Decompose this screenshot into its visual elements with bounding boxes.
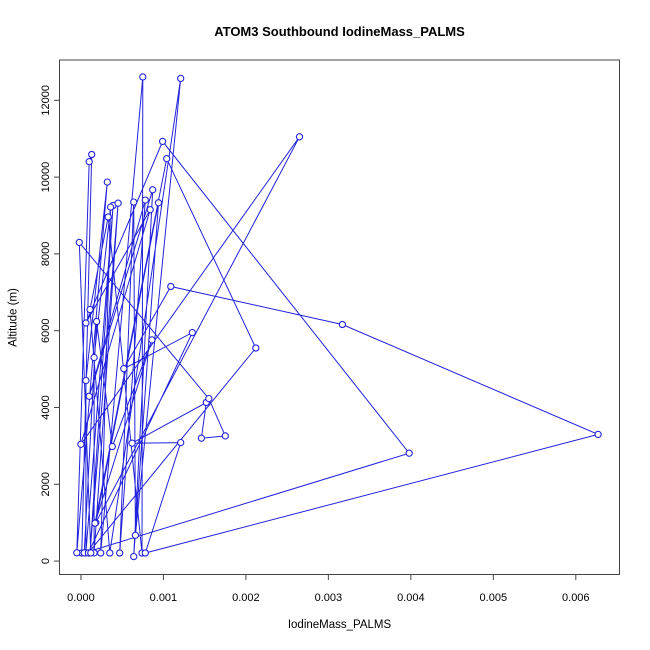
data-point-marker: [108, 442, 116, 451]
x-tick-label: 0.001: [150, 592, 178, 604]
y-axis-label: Altitude (m): [7, 288, 20, 347]
data-point-marker: [85, 392, 93, 400]
data-point-marker: [197, 434, 206, 442]
data-point-marker: [148, 336, 156, 344]
data-point-marker: [141, 549, 149, 557]
data-point-marker: [149, 186, 157, 194]
y-tick-label: 0: [40, 558, 52, 564]
x-tick-label: 0.000: [67, 592, 95, 604]
x-tick-label: 0.003: [315, 592, 343, 604]
data-point-marker: [594, 430, 602, 439]
data-point-marker: [92, 317, 101, 326]
y-tick-label: 6000: [40, 318, 52, 342]
y-tick-label: 4000: [40, 395, 52, 419]
plot-box: [59, 59, 620, 575]
data-point-marker: [295, 133, 304, 141]
y-tick-label: 8000: [40, 242, 52, 266]
data-point-marker: [90, 353, 98, 362]
data-point-marker: [82, 319, 90, 327]
y-tick-label: 2000: [40, 472, 52, 496]
data-point-marker: [146, 206, 154, 214]
data-point-marker: [104, 213, 112, 221]
data-point-marker: [82, 376, 90, 385]
data-point-marker: [128, 439, 136, 447]
data-point-marker: [116, 549, 124, 557]
data-point-marker: [86, 305, 94, 314]
data-point-marker: [338, 320, 347, 329]
data-point-marker: [73, 549, 81, 557]
x-tick-label: 0.002: [232, 592, 260, 604]
data-point-marker: [106, 549, 114, 557]
data-point-marker: [177, 74, 185, 83]
data-point-marker: [114, 199, 122, 207]
data-point-marker: [139, 73, 147, 81]
y-tick-label: 10000: [40, 162, 52, 193]
data-point-marker: [130, 552, 138, 561]
data-point-marker: [188, 328, 196, 337]
chart-title: ATOM3 Southbound IodineMass_PALMS: [214, 24, 465, 39]
data-point-marker: [87, 549, 95, 557]
data-point-marker: [85, 158, 93, 166]
data-point-marker: [130, 198, 138, 206]
data-point-marker: [106, 203, 115, 211]
data-point-marker: [75, 238, 83, 247]
data-point-marker: [177, 438, 185, 447]
data-point-marker: [167, 282, 175, 291]
data-point-marker: [131, 531, 140, 539]
x-tick-label: 0.004: [397, 592, 425, 604]
data-point-marker: [252, 344, 260, 352]
data-polyline: [76, 76, 600, 557]
data-point-marker: [154, 199, 163, 207]
x-tick-label: 0.006: [562, 592, 590, 604]
data-point-marker: [158, 137, 167, 146]
data-point-marker: [88, 150, 96, 159]
x-tick-label: 0.005: [480, 592, 508, 604]
data-point-marker: [103, 178, 111, 186]
data-point-marker: [97, 549, 105, 557]
data-point-marker: [163, 155, 171, 163]
data-point-marker: [77, 440, 85, 448]
data-point-marker: [221, 432, 229, 440]
data-point-marker: [405, 449, 413, 457]
y-tick-label: 12000: [40, 85, 52, 116]
data-point-marker: [205, 394, 213, 403]
x-axis-label: IodineMass_PALMS: [287, 619, 392, 631]
data-point-marker: [120, 365, 128, 373]
data-point-marker: [141, 196, 149, 204]
data-point-marker: [91, 519, 99, 527]
